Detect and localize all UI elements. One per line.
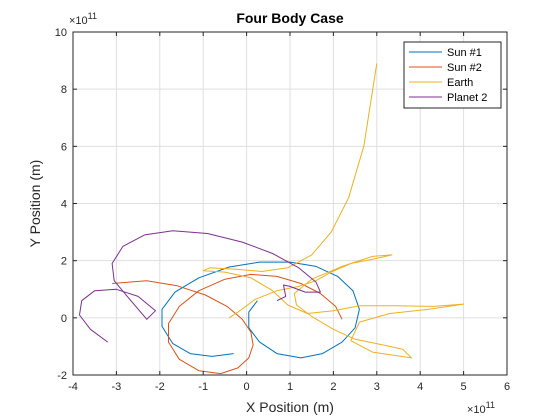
x-axis-label: X Position (m) bbox=[246, 399, 334, 415]
y-multiplier-exp: 11 bbox=[88, 11, 97, 21]
y-multiplier: ×1011 bbox=[69, 11, 97, 27]
x-multiplier-exp: 11 bbox=[486, 400, 495, 410]
x-tick-label: 4 bbox=[417, 381, 423, 393]
y-tick-label: 10 bbox=[55, 27, 67, 39]
y-tick-label: 8 bbox=[61, 84, 67, 96]
series-line-3 bbox=[202, 63, 465, 359]
series-line-1 bbox=[161, 261, 360, 359]
x-tick-label: -1 bbox=[198, 381, 208, 393]
ticks: -4 -3 -2 -1 0 1 2 3 4 5 6 -2 0 2 4 6 8 10 bbox=[55, 27, 510, 393]
legend-label-3: Earth bbox=[447, 77, 473, 89]
legend: Sun #1 Sun #2 Earth Planet 2 bbox=[403, 41, 502, 109]
plot-area bbox=[79, 63, 465, 375]
x-tick-label: 5 bbox=[461, 381, 467, 393]
y-multiplier-base: ×10 bbox=[69, 15, 88, 27]
x-tick-label: -3 bbox=[112, 381, 122, 393]
x-tick-label: -4 bbox=[68, 381, 78, 393]
x-tick-label: 2 bbox=[330, 381, 336, 393]
legend-label-1: Sun #1 bbox=[447, 47, 482, 59]
x-multiplier-base: ×10 bbox=[467, 404, 486, 416]
y-axis-label: Y Position (m) bbox=[27, 160, 43, 248]
x-tick-label: 0 bbox=[244, 381, 250, 393]
chart-title: Four Body Case bbox=[236, 10, 344, 26]
legend-label-4: Planet 2 bbox=[447, 92, 487, 104]
legend-label-2: Sun #2 bbox=[447, 62, 482, 74]
x-tick-label: 1 bbox=[287, 381, 293, 393]
y-tick-label: -2 bbox=[57, 370, 67, 382]
x-tick-label: 3 bbox=[374, 381, 380, 393]
y-tick-label: 0 bbox=[61, 313, 67, 325]
series-line-4 bbox=[79, 230, 321, 343]
x-tick-label: 6 bbox=[504, 381, 510, 393]
y-tick-label: 4 bbox=[61, 199, 67, 211]
y-tick-label: 2 bbox=[61, 256, 67, 268]
x-multiplier: ×1011 bbox=[467, 400, 495, 416]
series-line-2 bbox=[112, 273, 343, 375]
y-tick-label: 6 bbox=[61, 141, 67, 153]
x-tick-label: -2 bbox=[155, 381, 165, 393]
